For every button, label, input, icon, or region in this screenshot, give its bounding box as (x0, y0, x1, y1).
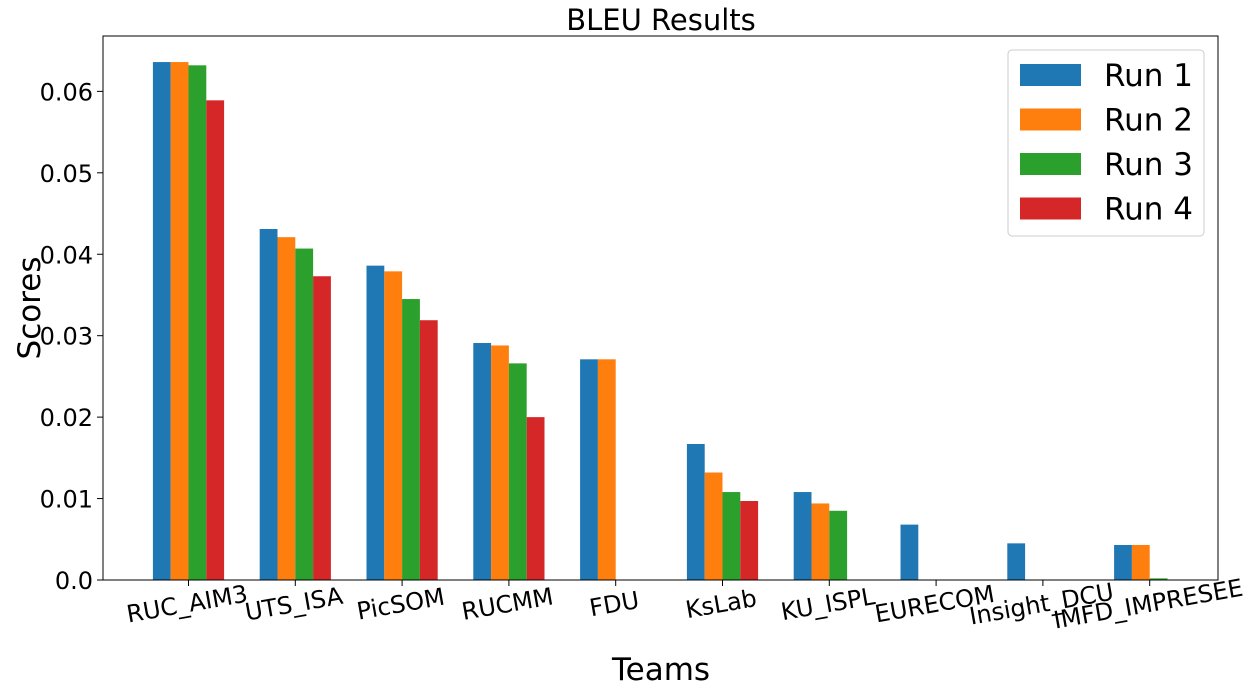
legend-swatch-run-1 (1020, 64, 1081, 86)
y-axis: 0.0 0.01 0.02 0.03 0.04 0.05 0.06 (40, 78, 103, 595)
bar-rucmm-run-4 (526, 417, 545, 580)
bar-uts-isa-run-3 (295, 248, 314, 581)
bar-imfd-impresee-run-1 (1114, 544, 1132, 580)
bar-picsom-run-4 (419, 320, 438, 580)
y-tick-label: 0.02 (40, 404, 93, 432)
bar-ruc-aim3-run-3 (188, 65, 207, 580)
bar-ruc-aim3-run-1 (152, 62, 171, 581)
bar-fdu-run-1 (580, 359, 598, 580)
x-tick-label: RUCMM (460, 582, 556, 626)
bar-picsom-run-3 (402, 299, 420, 580)
bar-fdu-run-2 (597, 359, 616, 580)
legend-frame (1007, 49, 1205, 237)
bar-insight-dcu-run-1 (1007, 543, 1026, 580)
legend-label-run-4: Run 4 (1104, 192, 1193, 228)
y-tick-label: 0.0 (55, 567, 93, 595)
bar-picsom-run-2 (384, 271, 403, 580)
y-tick-label: 0.01 (40, 486, 93, 514)
legend-label-run-1: Run 1 (1104, 58, 1193, 94)
y-axis-label: Scores (12, 257, 48, 360)
bar-ku-ispl-run-1 (793, 492, 812, 580)
bar-imfd-impresee-run-3 (1149, 578, 1168, 580)
x-tick-label: KU_ISPL (779, 582, 878, 626)
bar-kslab-run-2 (704, 472, 723, 580)
legend-label-run-3: Run 3 (1104, 147, 1193, 183)
bar-ku-ispl-run-2 (811, 503, 830, 580)
bar-ku-ispl-run-3 (829, 510, 848, 580)
y-tick-label: 0.06 (40, 78, 93, 106)
x-tick-label: FDU (587, 586, 641, 622)
bar-rucmm-run-2 (491, 345, 509, 580)
bar-uts-isa-run-1 (259, 229, 278, 580)
plot-frame (102, 35, 1219, 581)
y-tick-label: 0.05 (40, 160, 93, 188)
bar-rucmm-run-1 (473, 343, 492, 580)
x-axis-label: Teams (611, 652, 710, 688)
bar-kslab-run-3 (722, 492, 741, 580)
bar-uts-isa-run-4 (313, 276, 331, 580)
x-tick-label: KsLab (683, 584, 758, 624)
y-tick-label: 0.03 (40, 323, 93, 351)
bar-ruc-aim3-run-4 (206, 100, 225, 580)
legend-swatch-run-4 (1020, 197, 1081, 220)
bar-kslab-run-1 (686, 444, 705, 580)
bar-uts-isa-run-2 (277, 237, 296, 580)
bar-kslab-run-4 (740, 501, 759, 580)
y-tick-label: 0.04 (40, 241, 93, 269)
bar-imfd-impresee-run-2 (1131, 544, 1150, 580)
legend-label-run-2: Run 2 (1104, 103, 1193, 139)
x-tick-label: PicSOM (355, 583, 447, 626)
bars-group (152, 62, 1168, 581)
x-tick-label: UTS_ISA (243, 582, 346, 627)
x-tick-label: RUC_AIM3 (124, 580, 249, 629)
bar-eurecom-run-1 (900, 524, 919, 580)
chart-title: BLEU Results (566, 3, 756, 37)
legend: Run 1 Run 2 Run 3 Run 4 (1007, 49, 1205, 237)
legend-swatch-run-3 (1020, 153, 1081, 175)
legend-swatch-run-2 (1020, 108, 1081, 131)
bar-rucmm-run-3 (508, 363, 527, 580)
bar-ruc-aim3-run-2 (170, 62, 189, 581)
bar-picsom-run-1 (366, 265, 385, 580)
